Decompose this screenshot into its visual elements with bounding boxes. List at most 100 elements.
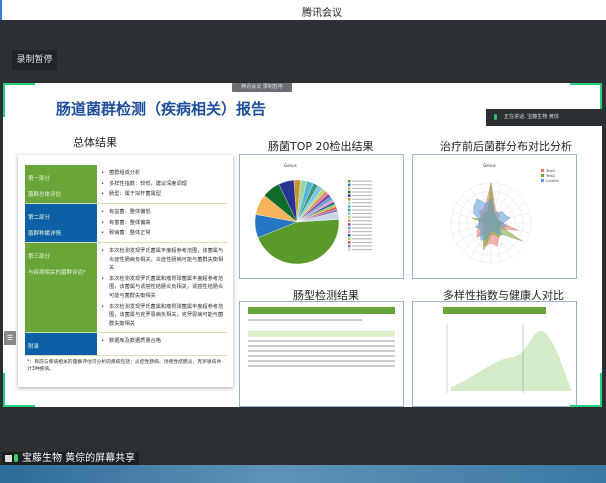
- list-item: 多样性指数：较低，建议深度调理: [101, 180, 227, 189]
- legend-text: [352, 184, 372, 186]
- radar-series: [473, 198, 511, 241]
- list-item: 数据库及数据质量合格: [101, 337, 227, 346]
- list-item: 本次检测发现罗氏菌属丰度超参考范围，该菌属与炎症性肠病负相关，炎症性肠病可能与菌…: [101, 247, 227, 273]
- text-line: [248, 365, 395, 367]
- legend-label: Test1: [545, 169, 555, 173]
- list-item: 肠型：属于拟杆菌属型: [101, 190, 227, 199]
- summary-heading: 总体结果: [73, 136, 117, 149]
- screen-icon: [5, 455, 12, 462]
- legend-swatch: [348, 180, 351, 183]
- shared-screen: 肠道菌群检测（疾病相关）报告 总体结果 肠菌TOP 20检出结果 治疗前后菌群分…: [3, 83, 602, 407]
- legend-swatch: [348, 216, 351, 219]
- density-area: [451, 330, 571, 391]
- summary-table: 第一部分菌群总体评估菌群组成分析多样性指数：较低，建议深度调理肠型：属于拟杆菌属…: [18, 155, 233, 387]
- list-item: 本次检测发现罗氏菌属和瘤胃球菌属丰度超参考范围，该菌属与克罗恩病负相关，克罗恩病…: [101, 303, 227, 329]
- enterotype-panel: [239, 301, 404, 407]
- table-row: 第一部分菌群总体评估菌群组成分析多样性指数：较低，建议深度调理肠型：属于拟杆菌属…: [25, 165, 227, 204]
- legend-swatch: [348, 248, 351, 251]
- radar-chart-panel: Genus Test1 Test2 Control: [412, 154, 577, 279]
- share-text: 宝藤生物 黄倧的屏幕共享: [22, 453, 136, 464]
- legend-text: [352, 187, 372, 189]
- list-item: 本次检测发现罗氏菌属和瘤胃球菌属丰度超参考范围，该菌属与诱癌性结肠炎负相关，诱癌…: [101, 275, 227, 301]
- legend-text: [352, 238, 372, 240]
- legend-swatch: [348, 194, 351, 197]
- legend-text: [352, 241, 372, 243]
- legend-swatch: [348, 241, 351, 244]
- list-item: 有益菌：整体偏低: [101, 208, 227, 217]
- side-toggle-button[interactable]: ☰: [4, 331, 16, 345]
- legend-text: [352, 202, 372, 204]
- legend-swatch: [348, 198, 351, 201]
- legend-text: [352, 213, 372, 215]
- legend-label: Control: [546, 179, 559, 183]
- section-label: 第一部分菌群总体评估: [25, 165, 97, 203]
- chart-title: Genus: [284, 163, 297, 168]
- legend-text: [352, 180, 372, 182]
- legend-swatch: [348, 237, 351, 241]
- legend-swatch: [541, 169, 544, 172]
- legend-swatch: [348, 230, 351, 233]
- desktop-background: [0, 465, 606, 483]
- share-border-corner: [570, 83, 602, 117]
- legend-swatch: [348, 244, 351, 248]
- legend-swatch: [348, 234, 351, 237]
- part-name: 菌群种属详情: [28, 231, 62, 237]
- share-border-corner: [570, 373, 602, 407]
- legend-text: [352, 191, 372, 193]
- legend-swatch: [348, 205, 351, 208]
- text-line: [248, 340, 395, 342]
- enterotype-heading: 肠型检测结果: [293, 289, 359, 302]
- text-line: [248, 360, 395, 362]
- text-line: [248, 350, 395, 352]
- legend-swatch: [348, 201, 351, 205]
- list-item: 菌群组成分析: [101, 169, 227, 178]
- pie-chart: Genus: [254, 163, 372, 265]
- legend-text: [352, 227, 372, 229]
- legend-swatch: [348, 212, 351, 215]
- pie-slice: [296, 211, 340, 223]
- legend-text: [352, 216, 372, 218]
- list-item: 有害菌：整体偏高: [101, 219, 227, 228]
- green-header-bar: [248, 307, 395, 314]
- record-pause-button[interactable]: 录制暂停: [12, 50, 57, 70]
- footnote: *：目前与疾病相关的菌群评估可分析的疾病包括：炎症性肠病、诱癌性结肠炎、克罗恩病…: [27, 360, 222, 373]
- legend-text: [352, 220, 372, 222]
- section-items: 有益菌：整体偏低有害菌：整体偏高致病菌：整体正常: [97, 204, 227, 242]
- part-label: 第一部分: [28, 176, 51, 182]
- share-border-corner: [3, 373, 35, 407]
- table-row: 第三部分与疾病相关的菌群评估*本次检测发现罗氏菌属丰度超参考范围，该菌属与炎症性…: [25, 243, 227, 334]
- compare-heading: 治疗前后菌群分布对比分析: [440, 140, 572, 153]
- list-item: 致病菌：整体正常: [101, 229, 227, 238]
- table-row: 附录 数据库及数据质量合格: [25, 333, 227, 357]
- legend-text: [352, 245, 372, 247]
- section-items: 本次检测发现罗氏菌属丰度超参考范围，该菌属与炎症性肠病负相关，炎症性肠病可能与菌…: [97, 243, 227, 332]
- green-header-bar: [443, 307, 546, 314]
- diversity-heading: 多样性指数与健康人对比: [443, 289, 564, 302]
- legend-swatch: [348, 226, 351, 230]
- legend-text: [352, 249, 372, 251]
- diversity-density-chart: [446, 324, 571, 393]
- part-name: 菌群总体评估: [28, 192, 62, 198]
- mic-icon: [494, 114, 497, 120]
- diversity-panel: [412, 301, 577, 407]
- table-header-bar: [248, 331, 395, 337]
- share-border-corner: [3, 83, 35, 117]
- title-bar: 腾讯会议: [0, 0, 606, 20]
- legend-text: [352, 209, 372, 211]
- section-label: 第二部分菌群种属详情: [25, 204, 97, 242]
- section-items: 菌群组成分析多样性指数：较低，建议深度调理肠型：属于拟杆菌属型: [97, 165, 227, 203]
- legend-text: [352, 231, 372, 233]
- legend-swatch: [348, 183, 351, 187]
- table-row: 第二部分菌群种属详情有益菌：整体偏低有害菌：整体偏高致病菌：整体正常: [25, 204, 227, 243]
- speaking-text: 正在讲话: 宝藤生物 黄倧: [504, 114, 559, 120]
- legend-swatch: [348, 219, 351, 223]
- legend-swatch: [348, 208, 351, 212]
- legend-swatch: [541, 174, 544, 177]
- legend-text: [352, 195, 372, 197]
- part-label: 第二部分: [28, 215, 51, 221]
- pie-chart-panel: Genus: [239, 154, 404, 279]
- pie-slice: [257, 219, 340, 265]
- section-label: 第三部分 与疾病相关的菌群评估*: [25, 243, 97, 333]
- section-label: 附录: [25, 333, 97, 356]
